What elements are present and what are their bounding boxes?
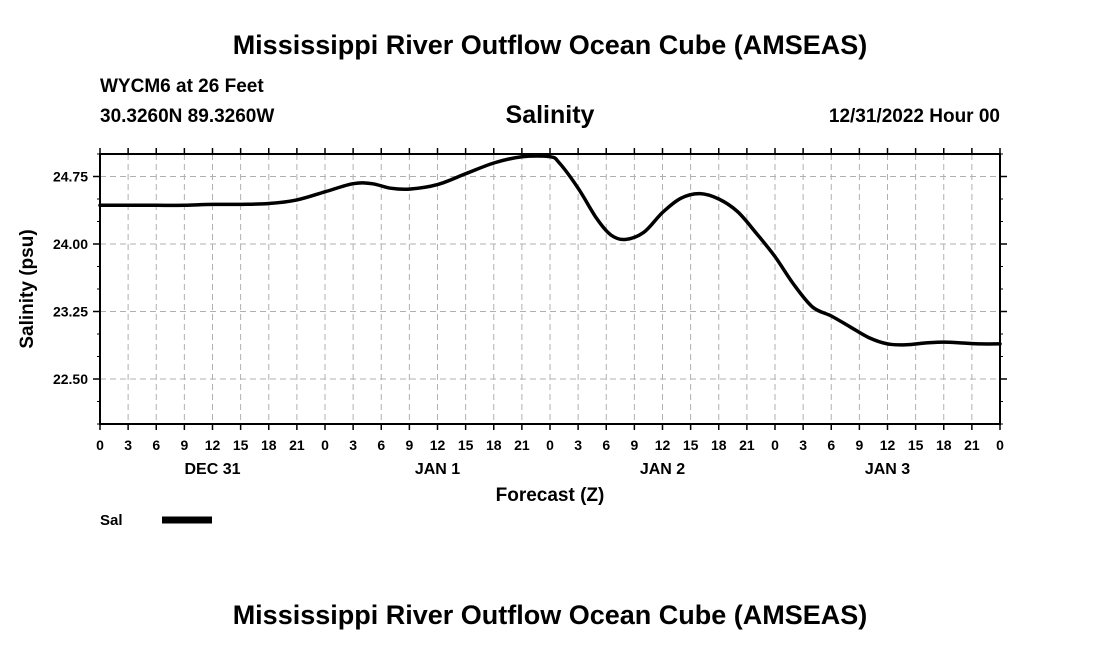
chart-title: Salinity: [505, 101, 595, 129]
x-tick-label: 3: [574, 437, 582, 453]
x-tick-label: 18: [936, 437, 952, 453]
grid: [100, 154, 1000, 424]
y-tick-label: 23.25: [53, 304, 88, 320]
x-tick-label: 0: [96, 437, 104, 453]
x-tick-label: 6: [377, 437, 385, 453]
x-tick-label: 15: [233, 437, 249, 453]
x-tick-label: 21: [964, 437, 980, 453]
x-tick-label: 18: [711, 437, 727, 453]
x-tick-label: 9: [405, 437, 413, 453]
day-label: JAN 2: [640, 461, 685, 478]
footer-title: Mississippi River Outflow Ocean Cube (AM…: [232, 600, 868, 630]
y-tick-label: 24.00: [53, 236, 88, 252]
x-tick-label: 3: [349, 437, 357, 453]
x-tick-label: 15: [683, 437, 699, 453]
x-tick-label: 12: [880, 437, 896, 453]
day-label: JAN 1: [415, 461, 460, 478]
x-tick-label: 9: [855, 437, 863, 453]
x-tick-label: 6: [602, 437, 610, 453]
x-tick-label: 6: [827, 437, 835, 453]
x-axis-label: Forecast (Z): [496, 485, 605, 506]
x-tick-label: 21: [739, 437, 755, 453]
x-tick-label: 0: [546, 437, 554, 453]
x-tick-label: 3: [799, 437, 807, 453]
x-tick-label: 12: [655, 437, 671, 453]
x-tick-label: 6: [152, 437, 160, 453]
y-tick-label: 24.75: [53, 169, 88, 185]
station-label: WYCM6 at 26 Feet: [100, 76, 264, 97]
x-tick-label: 21: [514, 437, 530, 453]
y-tick-label: 22.50: [53, 371, 88, 387]
station-coordinates: 30.3260N 89.3260W: [100, 106, 275, 127]
x-tick-label: 9: [630, 437, 638, 453]
page-title: Mississippi River Outflow Ocean Cube (AM…: [232, 30, 868, 60]
x-tick-label: 0: [996, 437, 1004, 453]
day-label: DEC 31: [184, 461, 240, 478]
x-tick-label: 18: [486, 437, 502, 453]
plot-frame: [99, 153, 1001, 425]
x-tick-label: 12: [430, 437, 446, 453]
series-line-sal: [98, 154, 1002, 347]
tick-labels: 0 3 6 9 12 15 18 21 0 3 6 9 12 15 18 21 0 3 6 9 12 15 18 21 0 3 6 9…: [53, 169, 1004, 479]
x-tick-label: 12: [205, 437, 221, 453]
x-tick-label: 9: [180, 437, 188, 453]
day-label: JAN 3: [865, 461, 910, 478]
y-axis-label: Salinity (psu): [17, 229, 38, 348]
x-tick-label: 15: [908, 437, 924, 453]
legend-label: Sal: [100, 512, 123, 529]
x-tick-label: 15: [458, 437, 474, 453]
x-tick-label: 0: [321, 437, 329, 453]
x-tick-label: 0: [771, 437, 779, 453]
forecast-datetime: 12/31/2022 Hour 00: [828, 106, 1000, 127]
x-tick-label: 3: [124, 437, 132, 453]
x-tick-label: 18: [261, 437, 277, 453]
x-tick-label: 21: [289, 437, 305, 453]
